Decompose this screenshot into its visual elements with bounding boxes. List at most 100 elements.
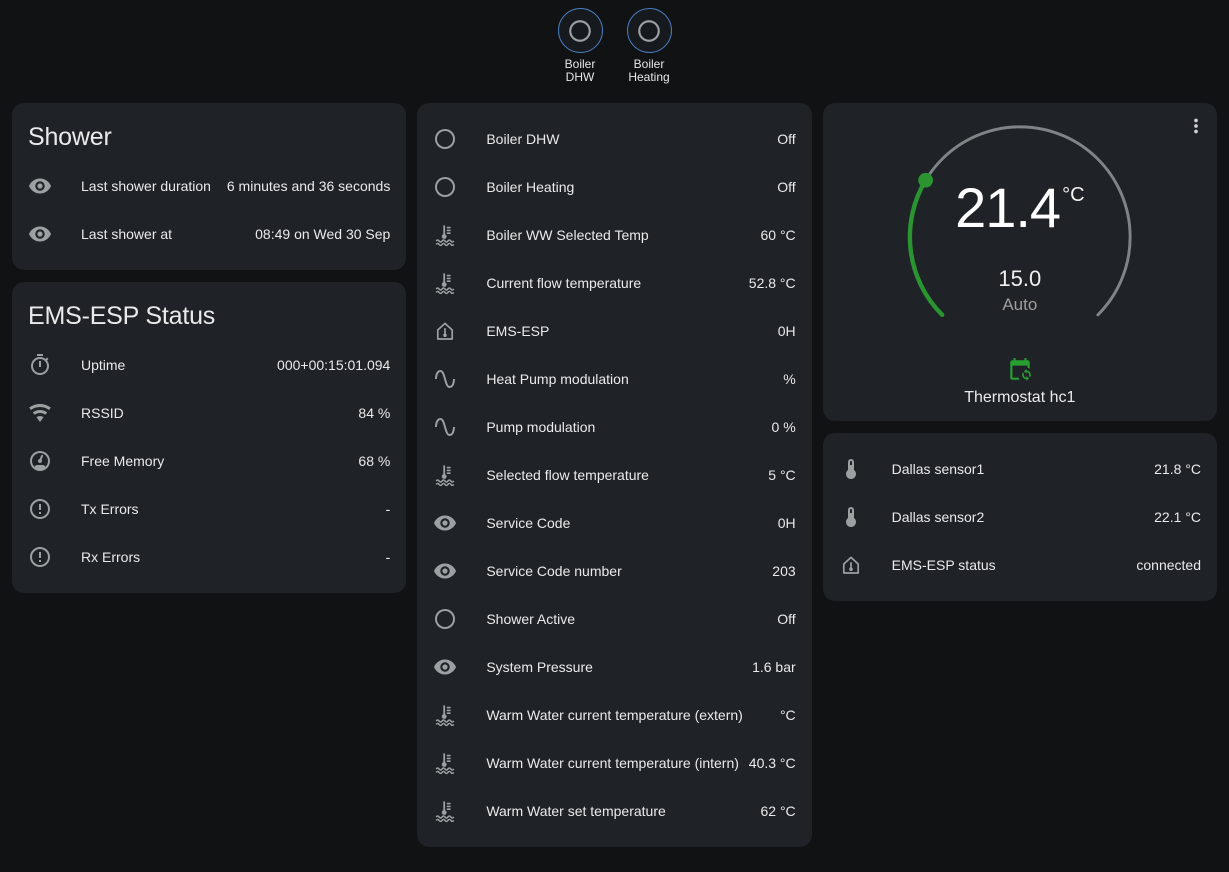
entity-row[interactable]: Boiler Heating Off	[433, 163, 796, 211]
badge-circle[interactable]	[557, 8, 603, 53]
entity-value: -	[385, 549, 391, 565]
coolant-temperature-icon	[433, 703, 457, 727]
entity-row[interactable]: Selected flow temperature 5 °C	[433, 451, 796, 499]
entity-value: Off	[777, 179, 796, 195]
target-temperature: 15.0	[998, 266, 1042, 291]
entity-value: 0H	[777, 515, 796, 531]
entity-row[interactable]: Free Memory 68 %	[28, 437, 390, 485]
entity-value: -	[385, 501, 391, 517]
column-middle: Boiler DHW Off Boiler Heating Off Boiler WW …	[417, 103, 812, 847]
coolant-temperature-icon	[433, 271, 457, 295]
entity-value: connected	[1136, 557, 1201, 573]
entity-name: Heat Pump modulation	[486, 371, 629, 387]
badge-circle[interactable]	[626, 8, 672, 53]
entity-name: EMS-ESP	[486, 323, 550, 339]
entity-value: 0 %	[771, 419, 796, 435]
entity-value: 6 minutes and 36 seconds	[226, 178, 391, 194]
entity-row[interactable]: EMS-ESP 0H	[433, 307, 796, 355]
entity-row[interactable]: Current flow temperature 52.8 °C	[433, 259, 796, 307]
eye-icon	[433, 559, 457, 583]
entity-row[interactable]: System Pressure 1.6 bar	[433, 643, 796, 691]
entity-value: 203	[772, 563, 796, 579]
eye-icon	[433, 655, 457, 679]
thermometer-icon	[839, 457, 863, 481]
entity-name: Tx Errors	[81, 501, 139, 517]
entity-row[interactable]: Warm Water current temperature (intern) 4…	[433, 739, 796, 787]
coolant-temperature-icon	[433, 223, 457, 247]
entity-value: 68 %	[358, 453, 391, 469]
entity-name: Warm Water set temperature	[486, 803, 666, 819]
thermostat-dial-arc	[907, 125, 1132, 318]
entity-row[interactable]: RSSID 84 %	[28, 389, 390, 437]
thermostat-dial[interactable]: 21.4 °C 15.0 Auto	[902, 119, 1138, 355]
entity-name: Rx Errors	[81, 549, 141, 565]
entity-row[interactable]: Tx Errors -	[28, 485, 390, 533]
entity-row[interactable]: Service Code 0H	[433, 499, 796, 547]
eye-icon	[433, 511, 457, 535]
circle-outline-icon	[636, 18, 662, 44]
entity-row[interactable]: Pump modulation 0 %	[433, 403, 796, 451]
entity-value: 0H	[777, 323, 796, 339]
entity-name: Boiler DHW	[486, 131, 560, 147]
entity-name: Dallas sensor1	[891, 461, 985, 477]
wifi-icon	[28, 401, 52, 425]
entity-name: Selected flow temperature	[486, 467, 649, 483]
entity-value: 84 %	[358, 405, 391, 421]
entity-row[interactable]: Warm Water set temperature 62 °C	[433, 787, 796, 835]
entity-row[interactable]: EMS-ESP status connected	[839, 541, 1201, 589]
alert-circle-icon	[28, 545, 52, 569]
entity-row[interactable]: Dallas sensor1 21.8 °C	[839, 445, 1201, 493]
sine-wave-icon	[433, 415, 457, 439]
entity-row[interactable]: Service Code number 203	[433, 547, 796, 595]
coolant-temperature-icon	[433, 799, 457, 823]
entity-row[interactable]: Shower Active Off	[433, 595, 796, 643]
entity-name: Pump modulation	[486, 419, 596, 435]
timer-icon	[28, 353, 52, 377]
circle-outline-icon	[433, 127, 457, 151]
entity-name: Dallas sensor2	[891, 509, 985, 525]
hvac-mode: Auto	[1002, 295, 1038, 314]
entity-name: Service Code number	[486, 563, 622, 579]
entity-value: Off	[777, 611, 796, 627]
dashboard-view: Boiler DHW Boiler Heating Shower Last sho…	[0, 8, 1229, 847]
entity-value: 22.1 °C	[1154, 509, 1201, 525]
entity-row[interactable]: Boiler WW Selected Temp 60 °C	[433, 211, 796, 259]
badges-row: Boiler DHW Boiler Heating	[0, 8, 1229, 94]
circle-outline-icon	[567, 18, 593, 44]
badge-boiler-dhw[interactable]: Boiler DHW	[550, 8, 610, 84]
entity-value: %	[783, 371, 796, 387]
entity-value: 21.8 °C	[1154, 461, 1201, 477]
gauge-icon	[28, 449, 52, 473]
entity-name: EMS-ESP status	[891, 557, 996, 573]
entity-row[interactable]: Last shower duration 6 minutes and 36 sec…	[28, 162, 390, 210]
entity-row[interactable]: Rx Errors -	[28, 533, 390, 581]
entity-name: Last shower at	[81, 226, 173, 242]
entity-value: 08:49 on Wed 30 Sep	[255, 226, 391, 242]
calendar-sync-icon[interactable]	[1007, 357, 1033, 383]
entity-value: °C	[779, 707, 796, 723]
entity-name: Warm Water current temperature (extern)	[486, 707, 743, 723]
column-right: 21.4 °C 15.0 Auto Thermostat hc1 Dallas s…	[822, 103, 1217, 601]
coolant-temperature-icon	[433, 463, 457, 487]
entity-row[interactable]: Heat Pump modulation%	[433, 355, 796, 403]
entity-value: Off	[777, 131, 796, 147]
entity-value: 62 °C	[760, 803, 796, 819]
entity-row[interactable]: Uptime 000+00:15:01.094	[28, 341, 390, 389]
sensors-card: Dallas sensor1 21.8 °C Dallas sensor2 22.1 …	[822, 433, 1217, 601]
dial-handle[interactable]	[918, 172, 933, 188]
temperature-unit: °C	[1062, 184, 1085, 206]
sine-wave-icon	[433, 367, 457, 391]
entity-row[interactable]: Warm Water current temperature (extern) °…	[433, 691, 796, 739]
eye-icon	[28, 222, 52, 246]
dial-active-arc	[907, 178, 945, 318]
entity-row[interactable]: Last shower at 08:49 on Wed 30 Sep	[28, 210, 390, 258]
dots-vertical-icon[interactable]	[1185, 115, 1207, 137]
current-temperature: 21.4 °C	[955, 176, 1085, 239]
boiler-entities-card: Boiler DHW Off Boiler Heating Off Boiler WW …	[417, 103, 812, 847]
entity-row[interactable]: Dallas sensor2 22.1 °C	[839, 493, 1201, 541]
eye-icon	[28, 174, 52, 198]
entity-row[interactable]: Boiler DHW Off	[433, 115, 796, 163]
entity-value: 60 °C	[760, 227, 796, 243]
entity-value: 52.8 °C	[748, 275, 796, 291]
badge-boiler-heating[interactable]: Boiler Heating	[619, 8, 679, 84]
